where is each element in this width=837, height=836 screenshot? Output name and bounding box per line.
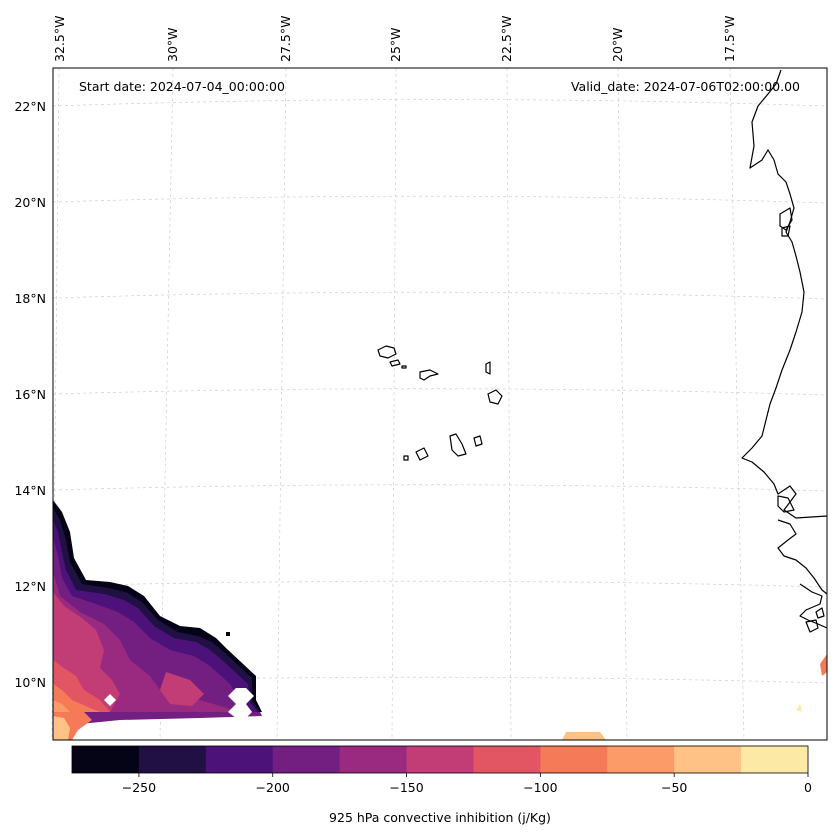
- colorbar-tick-label: −50: [661, 780, 687, 795]
- cin-contour-m125-b: [160, 672, 204, 706]
- colorbar-tick-label: −150: [389, 780, 423, 795]
- lat-label-18n: 18°N: [14, 291, 46, 306]
- coastline-banc: [781, 225, 791, 237]
- cin-strip-bottom-warmer: [53, 716, 70, 740]
- island-sal: [485, 361, 491, 375]
- lon-label-25w: 25°W: [388, 27, 403, 62]
- lon-grid-27.5: [276, 67, 287, 741]
- lat-grid-16: [52, 388, 828, 396]
- lat-label-12n: 12°N: [14, 579, 46, 594]
- lat-label-22n: 22°N: [14, 99, 46, 114]
- coastline-mainland: [741, 69, 828, 629]
- colorbar-tick-label: −250: [122, 780, 156, 795]
- cin-field-southwest: [53, 500, 262, 740]
- colorbar-swatch: [138, 746, 207, 773]
- colorbar-swatch: [607, 746, 675, 773]
- cin-patch-southeast: [820, 654, 827, 676]
- lon-label-22.5w: 22.5°W: [499, 16, 514, 62]
- lat-grid-12: [52, 580, 828, 588]
- lon-label-32.5w: 32.5°W: [52, 16, 67, 62]
- cin-contour-m50: [53, 700, 70, 712]
- lon-grid-17.5: [729, 67, 745, 741]
- map-frame: [52, 67, 828, 741]
- cin-patch-south: [562, 732, 606, 740]
- colorbar-swatch: [473, 746, 541, 773]
- colorbar-swatch: [406, 746, 474, 773]
- colorbar-swatch: [205, 746, 274, 773]
- island-sao-nicolau: [419, 369, 439, 381]
- island-santa-luzia: [401, 365, 407, 369]
- lon-grid-20: [617, 67, 628, 741]
- colorbar-tick-label: −200: [256, 780, 290, 795]
- cin-fleck: [226, 632, 230, 636]
- island-boa-vista: [487, 389, 503, 405]
- lat-grid-18: [52, 291, 828, 300]
- lon-label-30w: 30°W: [165, 27, 180, 62]
- island-fogo: [415, 447, 429, 461]
- longitude-labels: 32.5°W 30°W 27.5°W 25°W 22.5°W 20°W 17.5…: [52, 16, 737, 62]
- colorbar-swatch: [72, 746, 140, 773]
- colorbar-tick-label: 0: [804, 780, 812, 795]
- island-santiago: [449, 433, 467, 457]
- cin-hole-3: [228, 704, 252, 718]
- valid-date-label: Valid_date: 2024-07-06T02:00:00.00: [571, 79, 800, 94]
- lat-label-16n: 16°N: [14, 387, 46, 402]
- lat-label-10n: 10°N: [14, 675, 46, 690]
- lat-label-14n: 14°N: [14, 483, 46, 498]
- colorbar-swatches: [72, 746, 809, 773]
- coastline-dakhla: [779, 207, 793, 231]
- cin-hole-2: [104, 694, 116, 706]
- colorbar-frame: [71, 745, 809, 774]
- lon-label-27.5w: 27.5°W: [278, 16, 293, 62]
- start-date-label: Start date: 2024-07-04_00:00:00: [79, 79, 285, 94]
- colorbar-swatch: [339, 746, 408, 773]
- lon-label-20w: 20°W: [610, 27, 625, 62]
- island-maio: [473, 435, 483, 447]
- lat-grid-14: [52, 484, 828, 492]
- coastline-islands-bissagos: [805, 619, 819, 633]
- island-brava: [403, 455, 409, 461]
- lat-label-20n: 20°N: [14, 195, 46, 210]
- lon-label-17.5w: 17.5°W: [722, 16, 737, 62]
- coastline-bay: [777, 495, 795, 513]
- colorbar-tick-label: −100: [523, 780, 557, 795]
- cin-field-patches: [562, 654, 827, 740]
- colorbar-title: 925 hPa convective inhibition (j/Kg): [329, 810, 551, 825]
- colorbar-swatch: [540, 746, 608, 773]
- coastline-cape-verde: [377, 345, 503, 461]
- colorbar: −250 −200 −150 −100 −50 0 925 hPa convective …: [71, 745, 812, 825]
- lat-grid-20: [52, 195, 828, 204]
- island-santo-antao: [377, 345, 397, 359]
- colorbar-ticks: −250 −200 −150 −100 −50 0: [122, 773, 812, 795]
- latitude-labels: 22°N 20°N 18°N 16°N 14°N 12°N 10°N: [14, 99, 46, 690]
- lat-grid-22: [52, 99, 828, 107]
- cin-patch-southeast-2: [796, 704, 802, 712]
- lon-grid-22.5: [506, 67, 512, 741]
- colorbar-swatch: [674, 746, 742, 773]
- colorbar-swatch: [272, 746, 341, 773]
- colorbar-swatch: [741, 746, 809, 773]
- cin-contour-m75: [53, 684, 100, 712]
- cin-strip-bottom: [53, 712, 262, 740]
- cin-hole-1: [228, 688, 254, 704]
- lon-grid-25: [391, 67, 397, 741]
- coastline-africa: [741, 69, 828, 633]
- island-sao-vicente: [389, 359, 401, 367]
- coastline-islands-bissagos-2: [815, 607, 825, 619]
